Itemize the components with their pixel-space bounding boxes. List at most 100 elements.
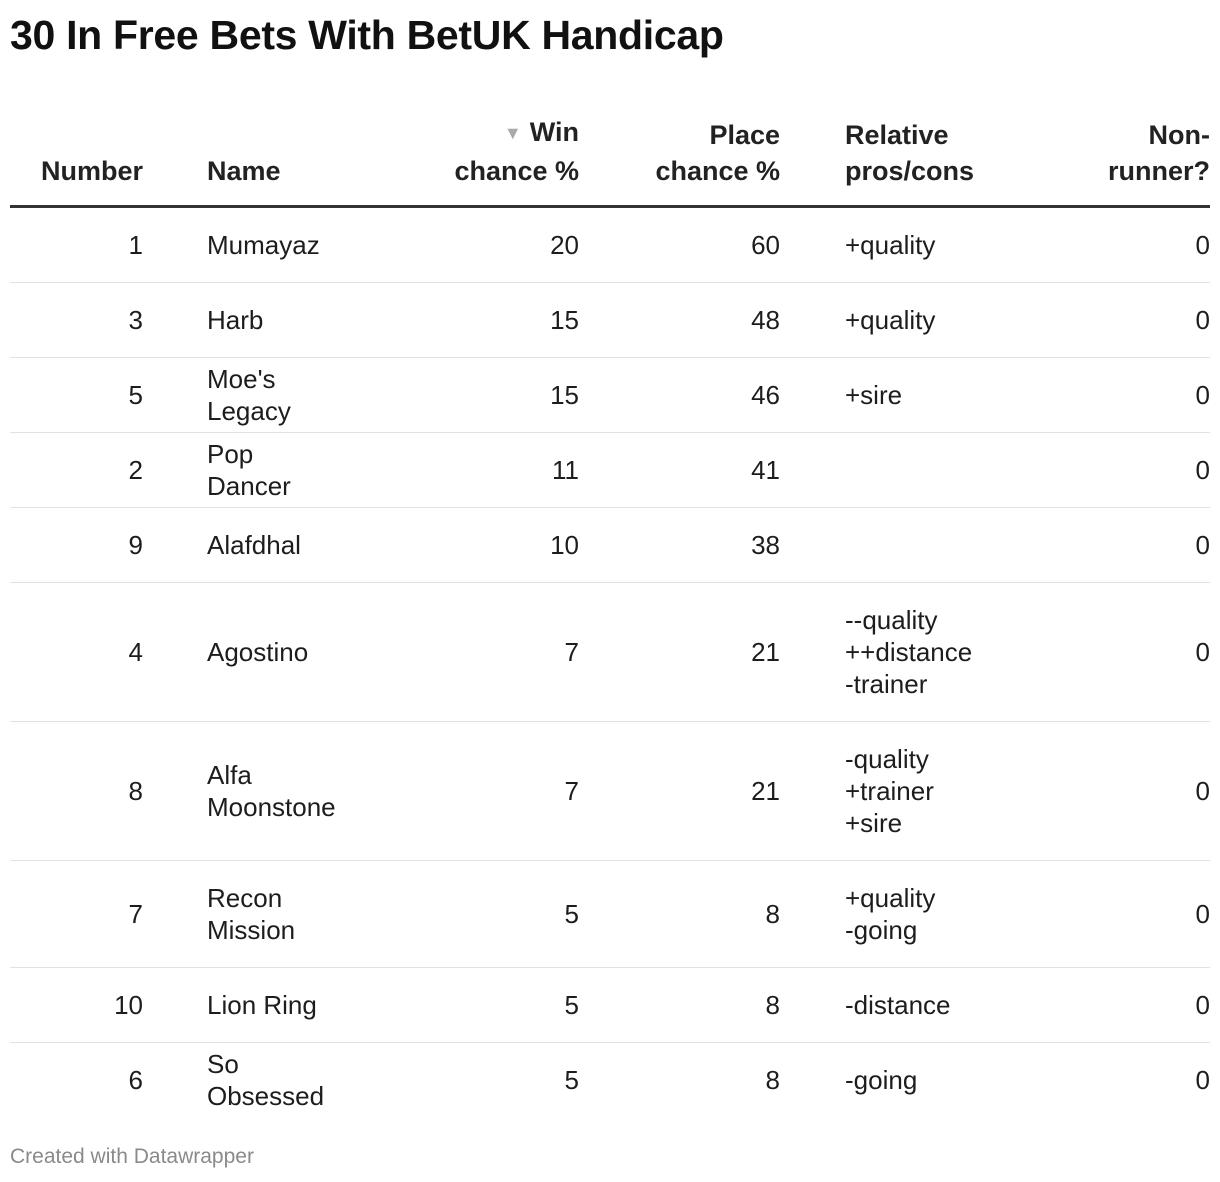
table-row: 5 Moe's Legacy 15 46 +sire 0: [10, 357, 1210, 433]
cell-name-text: Moonstone: [207, 792, 336, 822]
column-header-label: Non-: [1148, 120, 1210, 150]
cell-win-chance: 7: [339, 582, 579, 722]
cell-win-chance: 11: [339, 432, 579, 508]
cell-name-text: Agostino: [207, 637, 309, 667]
cell-name: Pop Dancer: [143, 432, 339, 508]
cell-number: 10: [10, 967, 143, 1043]
table-row: 8 Alfa Moonstone 7 21 -quality +trainer +sire 0: [10, 721, 1210, 861]
cell-number: 2: [10, 432, 143, 508]
cell-name: Agostino: [143, 582, 339, 722]
cell-non-runner: 0: [1030, 967, 1210, 1043]
cell-pros-cons: [780, 432, 1030, 508]
cell-place-chance: 21: [579, 582, 780, 722]
cell-number: 3: [10, 282, 143, 358]
column-header-label: Win: [529, 117, 579, 147]
cell-win-chance-text: 15: [550, 305, 579, 335]
cell-pros-cons: +quality -going: [780, 860, 1030, 968]
cell-name: Recon Mission: [143, 860, 339, 968]
column-header-label: Relative: [845, 120, 949, 150]
cell-pros-cons-text: --quality: [845, 605, 938, 635]
cell-name: Lion Ring: [143, 967, 339, 1043]
cell-pros-cons-text: +quality: [845, 883, 936, 913]
cell-win-chance-text: 5: [564, 990, 579, 1020]
cell-number: 7: [10, 860, 143, 968]
cell-place-chance-text: 46: [751, 380, 780, 410]
cell-name-text: Mumayaz: [207, 230, 320, 260]
results-table: Number Name ▼ Win chance % Place chance %…: [10, 108, 1210, 1117]
cell-number-text: 9: [128, 530, 143, 560]
cell-pros-cons: --quality ++distance -trainer: [780, 582, 1030, 722]
cell-pros-cons-text: ++distance: [845, 637, 973, 667]
cell-number-text: 2: [128, 455, 143, 485]
cell-non-runner-text: 0: [1195, 899, 1210, 929]
cell-win-chance-text: 7: [564, 776, 579, 806]
cell-non-runner: 0: [1030, 206, 1210, 283]
cell-win-chance: 7: [339, 721, 579, 861]
cell-non-runner-text: 0: [1195, 455, 1210, 485]
cell-place-chance-text: 38: [751, 530, 780, 560]
cell-number-text: 5: [128, 380, 143, 410]
cell-place-chance: 8: [579, 967, 780, 1043]
cell-place-chance-text: 8: [765, 899, 780, 929]
table-row: 10 Lion Ring 5 8 -distance 0: [10, 967, 1210, 1043]
cell-place-chance-text: 8: [765, 1065, 780, 1095]
cell-number: 5: [10, 357, 143, 433]
cell-non-runner-text: 0: [1195, 637, 1210, 667]
cell-non-runner: 0: [1030, 357, 1210, 433]
cell-name-text: Recon: [207, 883, 283, 913]
column-header-place-chance[interactable]: Place chance %: [579, 108, 780, 208]
table-row: 3 Harb 15 48 +quality 0: [10, 282, 1210, 358]
sort-descending-icon: ▼: [503, 123, 522, 143]
cell-place-chance-text: 21: [751, 776, 780, 806]
cell-pros-cons: +quality: [780, 282, 1030, 358]
cell-win-chance-text: 11: [552, 455, 579, 485]
cell-non-runner: 0: [1030, 432, 1210, 508]
column-header-name[interactable]: Name: [143, 108, 339, 208]
cell-pros-cons-text: -going: [845, 915, 918, 945]
cell-pros-cons: +quality: [780, 206, 1030, 283]
column-header-label: runner?: [1107, 156, 1210, 186]
cell-non-runner-text: 0: [1195, 230, 1210, 260]
cell-win-chance: 5: [339, 1043, 579, 1118]
cell-pros-cons-text: +sire: [845, 808, 903, 838]
table-row: 9 Alafdhal 10 38 0: [10, 507, 1210, 583]
cell-name-text: Lion Ring: [207, 990, 317, 1020]
cell-non-runner: 0: [1030, 860, 1210, 968]
cell-win-chance-text: 20: [550, 230, 579, 260]
column-header-pros-cons[interactable]: Relative pros/cons: [780, 108, 1030, 208]
cell-non-runner-text: 0: [1195, 776, 1210, 806]
column-header-win-chance[interactable]: ▼ Win chance %: [339, 108, 579, 208]
column-header-number[interactable]: Number: [10, 108, 143, 208]
cell-non-runner-text: 0: [1195, 305, 1210, 335]
column-header-label: pros/cons: [845, 156, 975, 186]
cell-non-runner: 0: [1030, 507, 1210, 583]
cell-number-text: 7: [128, 899, 143, 929]
cell-win-chance: 10: [339, 507, 579, 583]
cell-win-chance-text: 10: [550, 530, 579, 560]
column-header-non-runner[interactable]: Non- runner?: [1030, 108, 1210, 208]
cell-pros-cons-text: -quality: [845, 744, 929, 774]
cell-pros-cons: -quality +trainer +sire: [780, 721, 1030, 861]
attribution-footer: Created with Datawrapper: [10, 1145, 254, 1168]
table-row: 6 So Obsessed 5 8 -going 0: [10, 1043, 1210, 1118]
cell-number-text: 1: [128, 230, 143, 260]
column-header-label: Number: [40, 156, 143, 186]
cell-number-text: 4: [128, 637, 143, 667]
column-header-label: Place: [709, 120, 780, 150]
cell-place-chance-text: 21: [751, 637, 780, 667]
cell-non-runner: 0: [1030, 1043, 1210, 1118]
cell-pros-cons-text: +sire: [845, 380, 903, 410]
cell-name-text: Alfa: [207, 760, 252, 790]
cell-name-text: So Obsessed: [207, 1049, 325, 1111]
cell-name-text: Harb: [207, 305, 264, 335]
cell-non-runner-text: 0: [1195, 990, 1210, 1020]
cell-name: Alfa Moonstone: [143, 721, 339, 861]
cell-win-chance-text: 5: [564, 1065, 579, 1095]
cell-number: 1: [10, 206, 143, 283]
cell-non-runner: 0: [1030, 582, 1210, 722]
cell-name-text: Mission: [207, 915, 296, 945]
cell-pros-cons: [780, 507, 1030, 583]
cell-non-runner: 0: [1030, 721, 1210, 861]
cell-place-chance: 38: [579, 507, 780, 583]
cell-place-chance: 48: [579, 282, 780, 358]
